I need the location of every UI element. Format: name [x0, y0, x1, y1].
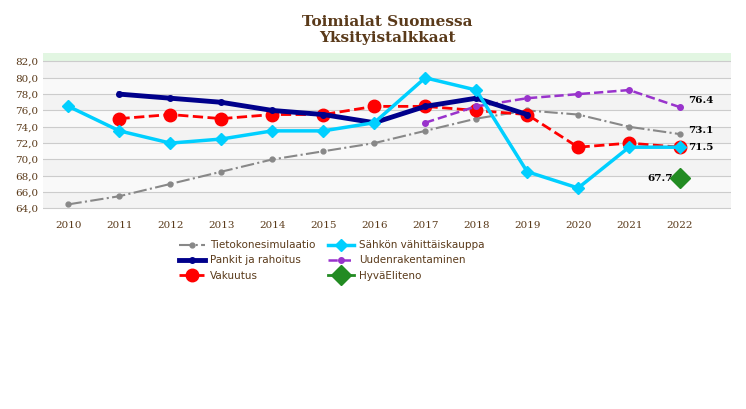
- Bar: [43, 160, 731, 176]
- Pankit ja rahoitus: [166, 96, 175, 101]
- Bar: [43, 94, 731, 110]
- Tietokonesimulaatio: [370, 141, 379, 146]
- Sähkön vähittäiskauppa: [370, 120, 379, 125]
- Vakuutus: [624, 141, 633, 146]
- Bar: [43, 78, 731, 94]
- Line: Uudenrakentaminen: Uudenrakentaminen: [422, 87, 683, 126]
- Vakuutus: [523, 112, 532, 117]
- Sähkön vähittäiskauppa: [676, 145, 685, 150]
- Tietokonesimulaatio: [268, 157, 277, 162]
- Bar: [43, 127, 731, 143]
- Uudenrakentaminen: [523, 96, 532, 101]
- Sähkön vähittäiskauppa: [217, 137, 226, 142]
- Bar: [43, 110, 731, 127]
- Bar: [43, 143, 731, 160]
- Bar: [43, 192, 731, 209]
- Pankit ja rahoitus: [523, 112, 532, 117]
- Pankit ja rahoitus: [319, 112, 327, 117]
- Sähkön vähittäiskauppa: [166, 141, 175, 146]
- Tietokonesimulaatio: [166, 182, 175, 187]
- Line: Sähkön vähittäiskauppa: Sähkön vähittäiskauppa: [64, 74, 684, 192]
- Vakuutus: [319, 112, 327, 117]
- Bar: [43, 61, 731, 78]
- Pankit ja rahoitus: [370, 120, 379, 125]
- Sähkön vähittäiskauppa: [421, 75, 430, 80]
- Legend: Tietokonesimulaatio, Pankit ja rahoitus, Vakuutus, Sähkön vähittäiskauppa, Uuden: Tietokonesimulaatio, Pankit ja rahoitus,…: [175, 236, 489, 285]
- Sähkön vähittäiskauppa: [574, 186, 583, 191]
- Tietokonesimulaatio: [64, 202, 73, 207]
- Bar: [43, 53, 731, 61]
- Tietokonesimulaatio: [319, 149, 327, 154]
- Uudenrakentaminen: [624, 88, 633, 92]
- Text: 73.1: 73.1: [688, 126, 713, 135]
- Title: Toimialat Suomessa
Yksityistalkkaat: Toimialat Suomessa Yksityistalkkaat: [301, 15, 472, 45]
- Vakuutus: [115, 116, 124, 121]
- Line: Pankit ja rahoitus: Pankit ja rahoitus: [116, 91, 530, 126]
- Tietokonesimulaatio: [421, 128, 430, 133]
- Tietokonesimulaatio: [217, 169, 226, 174]
- Pankit ja rahoitus: [217, 100, 226, 105]
- Line: Tietokonesimulaatio: Tietokonesimulaatio: [66, 108, 683, 207]
- Sähkön vähittäiskauppa: [624, 145, 633, 150]
- Line: Vakuutus: Vakuutus: [113, 100, 686, 153]
- Tietokonesimulaatio: [624, 124, 633, 129]
- Bar: [43, 176, 731, 192]
- Sähkön vähittäiskauppa: [64, 104, 73, 109]
- Text: 67.7: 67.7: [647, 174, 672, 183]
- Text: 76.4: 76.4: [688, 96, 713, 105]
- Vakuutus: [268, 112, 277, 117]
- Uudenrakentaminen: [471, 104, 480, 109]
- Tietokonesimulaatio: [471, 116, 480, 121]
- Sähkön vähittäiskauppa: [319, 128, 327, 133]
- Pankit ja rahoitus: [471, 96, 480, 101]
- Pankit ja rahoitus: [268, 108, 277, 113]
- Sähkön vähittäiskauppa: [268, 128, 277, 133]
- Sähkön vähittäiskauppa: [471, 88, 480, 92]
- Pankit ja rahoitus: [421, 104, 430, 109]
- Vakuutus: [421, 104, 430, 109]
- Pankit ja rahoitus: [115, 92, 124, 97]
- Uudenrakentaminen: [676, 105, 685, 110]
- Text: 71.5: 71.5: [688, 143, 713, 152]
- Uudenrakentaminen: [421, 120, 430, 125]
- Vakuutus: [217, 116, 226, 121]
- Vakuutus: [166, 112, 175, 117]
- Tietokonesimulaatio: [115, 194, 124, 199]
- Vakuutus: [676, 145, 685, 150]
- Tietokonesimulaatio: [523, 108, 532, 113]
- Sähkön vähittäiskauppa: [115, 128, 124, 133]
- Vakuutus: [574, 145, 583, 150]
- Sähkön vähittäiskauppa: [523, 169, 532, 174]
- Vakuutus: [370, 104, 379, 109]
- Tietokonesimulaatio: [676, 132, 685, 137]
- Uudenrakentaminen: [574, 92, 583, 97]
- Vakuutus: [471, 108, 480, 113]
- Tietokonesimulaatio: [574, 112, 583, 117]
